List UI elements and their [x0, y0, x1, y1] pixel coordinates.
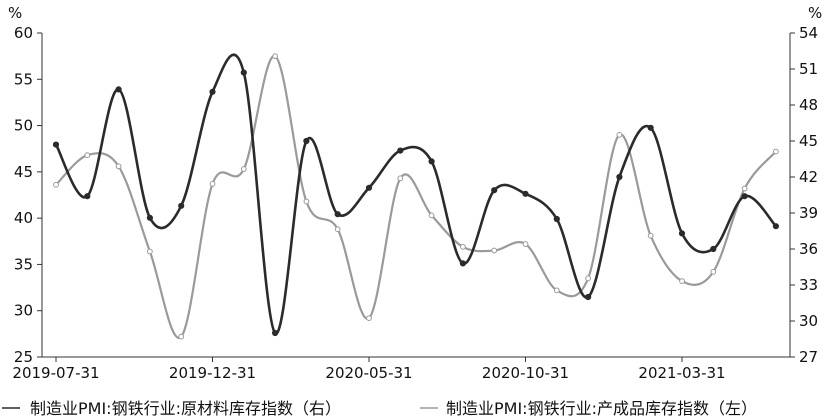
data-point: [553, 215, 560, 223]
data-point: [52, 141, 60, 148]
data-point: [616, 173, 623, 181]
left-tick-label: 55: [14, 70, 33, 88]
x-tick-label: 2020-10-31: [482, 364, 569, 382]
right-axis-unit: %: [808, 4, 822, 22]
data-point: [334, 211, 341, 218]
data-point: [522, 241, 529, 247]
right-tick-label: 42: [799, 168, 818, 186]
series-line: [54, 53, 777, 335]
data-point: [679, 278, 685, 284]
data-point: [209, 88, 216, 95]
left-tick-label: 35: [14, 255, 33, 273]
data-point: [553, 287, 560, 294]
data-point: [647, 124, 654, 131]
left-tick-label: 60: [14, 24, 33, 42]
data-point: [491, 247, 498, 254]
series-line: [55, 55, 777, 339]
series-raw-material-inventory: [52, 53, 780, 337]
data-point: [616, 131, 623, 138]
data-point: [240, 166, 247, 172]
data-point: [303, 137, 310, 145]
data-point: [115, 86, 122, 93]
data-point: [585, 275, 591, 282]
x-tick-label: 2019-12-31: [169, 364, 256, 382]
data-point: [366, 315, 372, 322]
data-point: [522, 190, 529, 197]
data-point: [772, 223, 780, 230]
data-point: [53, 181, 59, 188]
data-point: [334, 226, 341, 233]
x-tick-label: 2019-07-31: [12, 364, 99, 382]
data-point: [585, 293, 592, 301]
data-point: [147, 248, 153, 255]
right-tick-label: 39: [799, 204, 818, 222]
data-point: [115, 163, 122, 170]
data-point: [84, 193, 91, 200]
data-point: [272, 329, 279, 337]
data-point: [178, 202, 185, 209]
data-point: [773, 148, 779, 155]
data-point: [428, 158, 435, 165]
data-point: [365, 184, 373, 191]
data-point: [741, 185, 748, 192]
data-point: [460, 243, 466, 250]
data-point: [491, 187, 498, 194]
legend-label: 制造业PMI:钢铁行业:原材料库存指数（右）: [30, 399, 341, 418]
legend: 制造业PMI:钢铁行业:原材料库存指数（右） 制造业PMI:钢铁行业:产成品库存指…: [2, 399, 757, 418]
right-tick-label: 27: [799, 348, 818, 366]
data-point: [272, 53, 279, 60]
data-point: [459, 260, 466, 267]
legend-label: 制造业PMI:钢铁行业:产成品库存指数（左）: [446, 399, 757, 418]
data-point: [397, 147, 404, 154]
data-point: [84, 152, 91, 159]
data-point: [397, 175, 404, 182]
data-point: [647, 232, 654, 239]
data-point: [710, 268, 717, 275]
right-tick-label: 51: [799, 60, 818, 78]
left-tick-label: 30: [14, 302, 33, 320]
data-point: [303, 198, 310, 205]
x-tick-label: 2020-05-31: [325, 364, 412, 382]
axes-layer: % % 25 30 35 40 45 50 55 60 27 30 33 36 39 42 45 48 51 54 20…: [8, 4, 822, 382]
data-point: [428, 212, 435, 219]
right-tick-label: 54: [799, 24, 818, 42]
left-tick-label: 50: [14, 117, 33, 135]
data-point: [710, 245, 717, 253]
right-tick-label: 30: [799, 312, 818, 330]
data-point: [146, 214, 153, 221]
data-point: [741, 193, 748, 200]
x-tick-label: 2021-03-31: [638, 364, 725, 382]
right-tick-label: 45: [799, 132, 818, 150]
series-layer: [52, 53, 780, 340]
series-finished-goods-inventory: [53, 53, 779, 340]
data-point: [209, 180, 216, 187]
right-tick-label: 48: [799, 96, 818, 114]
right-tick-label: 33: [799, 276, 818, 294]
right-tick-label: 36: [799, 240, 818, 258]
data-point: [678, 230, 686, 237]
data-point: [178, 333, 185, 340]
left-tick-label: 40: [14, 209, 33, 227]
left-tick-label: 45: [14, 163, 33, 181]
left-axis-unit: %: [8, 4, 22, 22]
left-tick-label: 25: [14, 348, 33, 366]
data-point: [240, 69, 247, 76]
